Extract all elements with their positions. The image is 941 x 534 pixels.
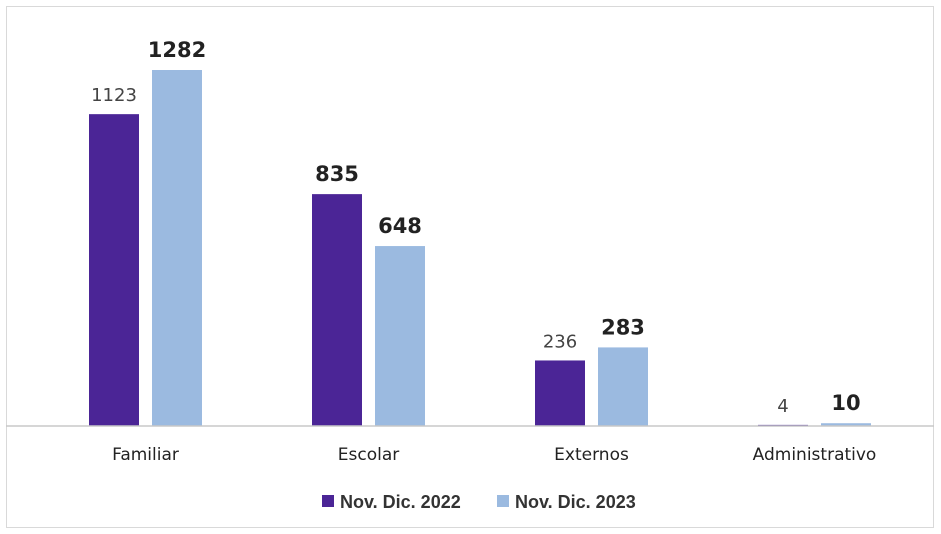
legend-label-2023: Nov. Dic. 2023 [515,492,636,512]
value-labels-group: 1123 1282 835 648 236 283 4 10 [91,38,861,417]
bar-externos-series-1 [535,360,585,426]
category-labels-group: Familiar Escolar Externos Administrativo [112,445,876,465]
bar-familiar-series-1 [89,114,139,426]
legend-label-2022: Nov. Dic. 2022 [340,492,461,512]
value-label-externos-series-1: 236 [543,331,577,352]
bar-administrativo-series-2 [821,423,871,426]
category-label-administrativo: Administrativo [753,445,877,465]
legend-swatch-2022 [322,495,334,507]
value-label-administrativo-series-1: 4 [777,396,788,417]
value-label-escolar-series-2: 648 [378,214,422,238]
value-label-administrativo-series-2: 10 [831,391,860,415]
legend: Nov. Dic. 2022 Nov. Dic. 2023 [322,492,636,512]
legend-swatch-2023 [497,495,509,507]
bar-familiar-series-2 [152,70,202,426]
category-label-escolar: Escolar [338,445,399,465]
bar-escolar-series-2 [375,246,425,426]
category-label-externos: Externos [554,445,629,465]
category-label-familiar: Familiar [112,445,179,465]
value-label-escolar-series-1: 835 [315,162,359,186]
bar-externos-series-2 [598,347,648,426]
bar-escolar-series-1 [312,194,362,426]
value-label-familiar-series-1: 1123 [91,85,137,106]
bars-group [89,70,871,426]
value-label-externos-series-2: 283 [601,315,645,339]
value-label-familiar-series-2: 1282 [148,38,206,62]
